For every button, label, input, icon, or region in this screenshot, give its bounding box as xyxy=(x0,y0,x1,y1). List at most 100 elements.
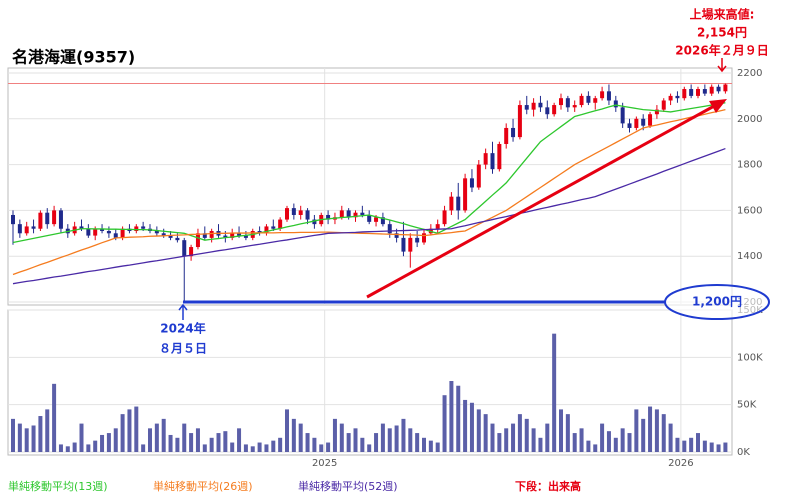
volume-bar xyxy=(326,442,331,452)
candle-body xyxy=(298,210,303,215)
candle-body xyxy=(58,210,63,229)
annotation: ８月５日 xyxy=(159,342,207,356)
volume-bar xyxy=(237,428,242,452)
volume-bar xyxy=(435,442,440,452)
volume-bar xyxy=(58,444,63,452)
y-tick-label: 1400 xyxy=(737,251,762,262)
candle-body xyxy=(648,114,653,126)
candle-body xyxy=(264,226,269,234)
volume-bar xyxy=(401,418,406,452)
candle-body xyxy=(654,109,659,115)
candle-body xyxy=(346,210,351,218)
candle-body xyxy=(463,178,468,211)
candle-body xyxy=(45,212,50,225)
candle-body xyxy=(627,123,632,128)
volume-bar xyxy=(716,444,721,452)
legend-entry: 単純移動平均(26週) xyxy=(153,479,253,493)
candle-body xyxy=(634,118,639,128)
candle-body xyxy=(435,224,440,229)
candle-body xyxy=(223,235,228,238)
arrow xyxy=(717,58,727,73)
candle-body xyxy=(394,233,399,238)
candle-body xyxy=(360,212,365,215)
y-tick-label: 2200 xyxy=(737,68,762,79)
candle-body xyxy=(641,118,646,126)
volume-bar xyxy=(374,433,379,452)
ma-line xyxy=(12,109,726,276)
candle-body xyxy=(449,196,454,211)
volume-bar xyxy=(552,333,557,452)
volume-bar xyxy=(675,437,680,452)
volume-bar xyxy=(223,431,228,452)
volume-bar xyxy=(613,437,618,452)
volume-bar xyxy=(606,431,611,452)
candle-body xyxy=(675,95,680,99)
volume-bar xyxy=(243,444,248,452)
volume-bar xyxy=(579,428,584,452)
candle-body xyxy=(237,233,242,236)
volume-bar xyxy=(319,444,324,452)
volume-bar xyxy=(661,414,666,452)
candle-body xyxy=(339,210,344,218)
candle-body xyxy=(367,214,372,222)
volume-bar xyxy=(154,423,159,452)
volume-bar xyxy=(202,444,207,452)
volume-bar xyxy=(469,402,474,452)
volume-bar xyxy=(627,433,632,452)
volume-bar xyxy=(449,381,454,452)
candle-body xyxy=(545,107,550,115)
volume-bar xyxy=(86,444,91,452)
annotation: 2024年 xyxy=(160,321,205,336)
candle-body xyxy=(312,219,317,225)
candle-body xyxy=(271,226,276,229)
volume-bar xyxy=(648,406,653,452)
volume-bar xyxy=(428,440,433,452)
volume-bar xyxy=(415,433,420,452)
candle-body xyxy=(189,247,194,257)
candle-body xyxy=(422,233,426,243)
candle-body xyxy=(278,219,283,229)
x-tick-label: 2025 xyxy=(312,458,337,469)
volume-bar xyxy=(565,414,570,452)
volume-bar xyxy=(593,444,598,452)
candle-body xyxy=(613,100,618,108)
volume-bar xyxy=(654,409,659,452)
volume-bar xyxy=(422,437,426,452)
candle-body xyxy=(716,86,721,92)
candle-body xyxy=(257,231,262,234)
candle-body xyxy=(52,210,57,225)
volume-bar xyxy=(305,433,310,452)
volume-bar xyxy=(38,416,43,452)
candle-body xyxy=(661,100,666,110)
volume-bar xyxy=(100,434,105,452)
candle-body xyxy=(620,107,625,124)
plot: 1200140016001800200022000K50K100K150K202… xyxy=(8,68,770,493)
candle-body xyxy=(689,89,694,96)
annotation: 上場来高値: xyxy=(690,7,755,22)
candle-body xyxy=(490,153,495,170)
volume-bar xyxy=(517,414,522,452)
volume-bar xyxy=(463,399,468,452)
volume-bar xyxy=(600,423,605,452)
volume-bar xyxy=(339,423,344,452)
candle-body xyxy=(531,102,536,110)
volume-bar xyxy=(216,433,221,452)
volume-bar xyxy=(113,428,118,452)
volume-bar xyxy=(483,414,488,452)
candle-body xyxy=(579,95,584,106)
candle-body xyxy=(408,237,413,252)
volume-bar xyxy=(45,409,50,452)
candle-body xyxy=(100,228,105,232)
candle-body xyxy=(593,98,598,103)
volume-bar xyxy=(531,428,536,452)
x-tick-label: 2026 xyxy=(668,458,693,469)
annotation-ellipse xyxy=(664,284,770,320)
candle-body xyxy=(134,226,139,232)
volume-bar xyxy=(17,423,22,452)
candle-body xyxy=(504,127,509,144)
volume-bar xyxy=(175,437,180,452)
volume-bar xyxy=(24,428,29,452)
candle-body xyxy=(209,231,214,238)
ma-line xyxy=(12,102,726,244)
volume-bar xyxy=(709,442,714,452)
